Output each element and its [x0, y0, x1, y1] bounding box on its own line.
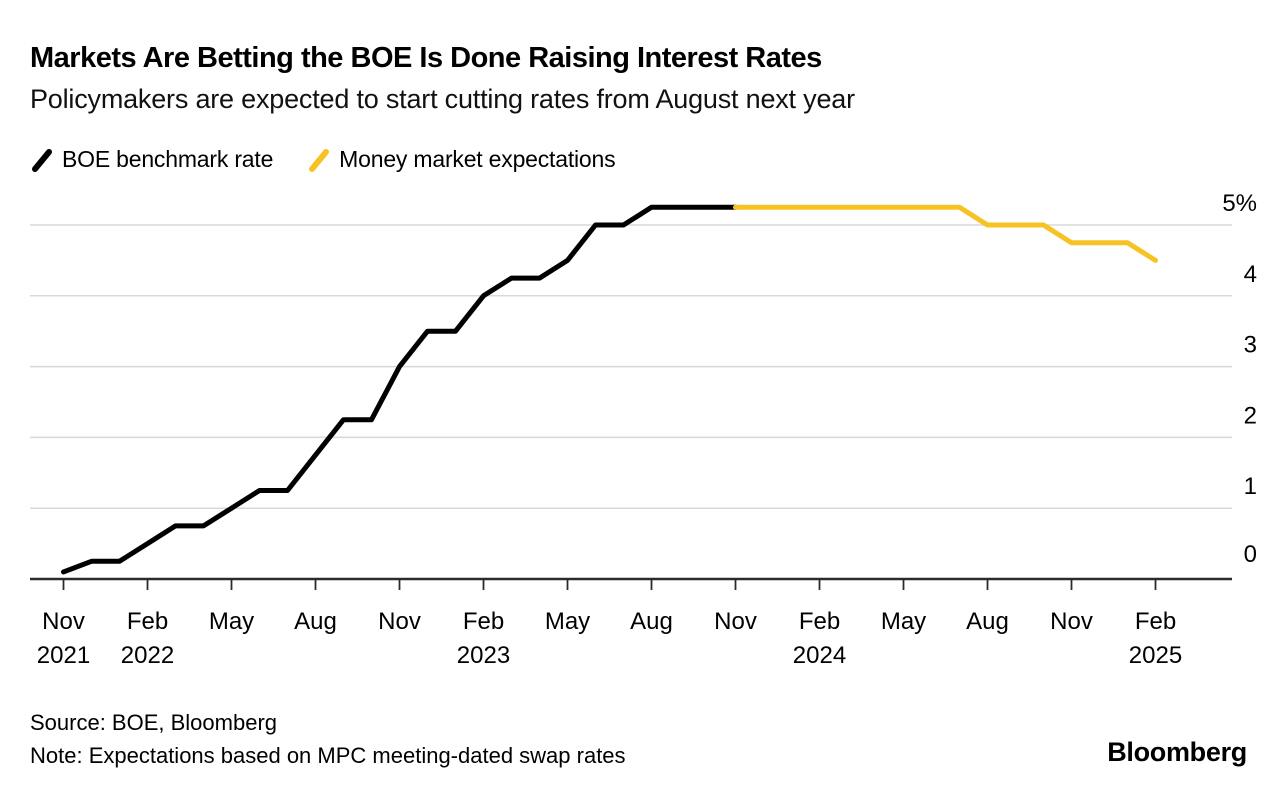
rate-chart-svg: 5% 4 3 2 1 0 Nov 2021 Feb 2022 May Aug Nov Feb 2023 May… [30, 190, 1257, 669]
legend-label: BOE benchmark rate [62, 146, 274, 172]
rate-chart: 5% 4 3 2 1 0 Nov 2021 Feb 2022 May Aug Nov Feb 2023 May… [0, 185, 1286, 690]
x-axis-year-label: 2024 [793, 642, 846, 669]
yellow-slash-icon [309, 148, 330, 172]
x-axis-month-label: Nov [42, 608, 85, 635]
x-axis-month-label: Nov [714, 608, 757, 635]
x-axis-month-label: Nov [1050, 608, 1093, 635]
x-axis-month-label: Aug [966, 608, 1009, 635]
legend-label: Money market expectations [339, 146, 616, 172]
x-axis-month-label: Feb [127, 608, 168, 635]
x-axis-month-label: Feb [799, 608, 840, 635]
x-axis-month-label: Feb [463, 608, 504, 635]
x-axis-month-label: May [881, 608, 926, 635]
y-axis-label: 3 [1244, 332, 1257, 359]
x-axis-year-label: 2022 [121, 642, 174, 669]
x-axis-year-label: 2021 [37, 642, 90, 669]
bloomberg-logo: Bloomberg [1107, 737, 1247, 767]
chart-subtitle: Policymakers are expected to start cutti… [30, 84, 855, 114]
x-axis-year-label: 2023 [457, 642, 510, 669]
legend-item-boe-benchmark-rate: BOE benchmark rate [30, 146, 273, 173]
x-axis-month-label: May [209, 608, 254, 635]
legend: BOE benchmark rate Money market expectat… [30, 146, 616, 173]
source-note: Source: BOE, Bloomberg [30, 710, 278, 735]
x-axis-month-label: Aug [294, 608, 337, 635]
y-axis-label: 1 [1244, 473, 1257, 500]
y-axis-label: 2 [1244, 402, 1257, 429]
x-axis-month-label: May [545, 608, 590, 635]
series-line-0 [61, 204, 738, 575]
series-line-1 [733, 204, 1158, 263]
y-axis-label: 4 [1244, 261, 1257, 288]
x-axis-year-label: 2025 [1129, 642, 1182, 669]
black-slash-icon [32, 148, 52, 172]
x-axis-month-label: Nov [378, 608, 421, 635]
footer: Source: BOE, Bloomberg Note: Expectation… [30, 706, 626, 772]
y-axis-label: 0 [1244, 541, 1257, 568]
x-axis-month-label: Feb [1135, 608, 1176, 635]
y-axis-label: 5% [1222, 190, 1257, 217]
x-axis-month-label: Aug [630, 608, 673, 635]
chart-title: Markets Are Betting the BOE Is Done Rais… [30, 42, 822, 74]
legend-item-money-market-expectations: Money market expectations [307, 146, 616, 173]
methodology-note: Note: Expectations based on MPC meeting-… [30, 743, 626, 768]
